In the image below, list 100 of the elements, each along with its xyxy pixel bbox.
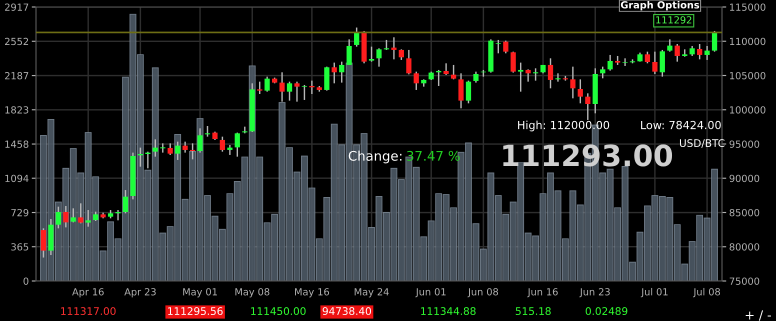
x-tick-label: Apr 16 [72,288,104,298]
candlestick [324,66,330,92]
y-tick-label: 0 [24,277,28,285]
candlestick [652,50,658,75]
y-tick-label: 2917 [5,3,28,11]
text: 111317.00 [61,307,116,316]
candlestick [40,228,46,258]
x-tick-label: May 24 [354,288,389,298]
candlestick [667,38,672,52]
candlestick [570,66,576,100]
candlestick [690,45,695,57]
candlestick [122,189,128,214]
candlestick [548,58,554,90]
ref-line-label: 111292 [656,16,692,24]
x-tick-label: May 01 [183,288,217,298]
candlestick [138,146,143,168]
candlestick [78,202,84,224]
candlestick [398,48,404,61]
candlestick [473,70,479,84]
candlestick [286,80,292,102]
candlestick [450,64,456,80]
candlestick [279,72,285,102]
y2-tick-label: 115000 [730,3,766,11]
x-tick-label: Jul 01 [640,288,668,298]
x-tick-label: May 16 [295,288,330,298]
candlestick [152,138,158,158]
candlestick [93,210,98,222]
candlestick [406,49,412,76]
text: 111450.00 [251,307,306,316]
candlestick [168,142,173,156]
candlestick [376,48,382,68]
candlestick [585,92,590,121]
y2-tick-label: 105000 [730,72,766,80]
y2-tick-label: 110000 [730,38,766,46]
candlestick [70,208,76,224]
y2-tick-label: 85000 [730,208,760,216]
candlestick [600,66,606,80]
candlestick [56,206,61,230]
x-tick-label: Jul 08 [692,288,720,298]
y-tick-label: 729 [11,209,28,216]
candlestick [86,209,91,228]
y2-tick-label: 90000 [730,174,760,182]
annotation: Graph Options [620,1,700,10]
candlestick [339,60,344,84]
candlestick [190,142,196,160]
candlestick [644,50,650,64]
candlestick [204,125,210,138]
y2-tick-label: 95000 [730,140,760,148]
annotation: High: 112000.00 [518,120,610,132]
x-tick-label: Jun 01 [415,288,446,298]
candlestick [182,140,188,154]
candlestick [660,49,665,78]
candlestick [712,30,718,52]
candlestick [608,54,613,72]
candlestick [227,144,232,156]
candlestick [444,62,449,76]
y-tick-label: 1458 [5,140,28,148]
candlestick [436,69,442,87]
text: 111295.56 [168,307,223,316]
candlestick [414,70,419,91]
candlestick [458,72,464,110]
candlestick [332,62,337,84]
y2-tick-label: 75000 [730,277,760,285]
text: 515.18 [516,307,551,316]
candlestick [518,62,524,92]
y2-tick-label: 80000 [730,243,760,251]
annotation: USD/BTC [680,139,724,148]
candlestick [63,205,68,228]
candlestick [532,68,538,82]
candlestick [466,80,472,104]
candlestick [145,150,150,170]
candlestick [704,45,710,61]
candlestick [242,126,248,134]
candlestick [384,39,390,51]
candlestick [309,80,314,95]
y-tick-label: 1823 [5,106,28,114]
y-tick-label: 2552 [5,38,28,46]
candlestick [503,40,508,54]
y-tick-label: 1094 [5,174,29,182]
candlestick [220,136,226,152]
candlestick [346,38,352,66]
candlestick [234,132,240,158]
candlestick [175,140,180,161]
candlestick [697,43,702,60]
x-tick-label: May 08 [235,288,270,298]
candlestick [197,128,203,154]
y-tick-label: 2187 [5,72,28,80]
candlestick [391,36,397,60]
text: 94738.40 [322,307,372,316]
candlestick [578,78,583,104]
annotation: Low: 78424.00 [641,120,721,130]
y-tick-label: 365 [11,243,28,251]
text: 0.02489 [586,307,628,316]
candlestick [115,209,121,222]
x-tick-label: Jun 16 [527,288,558,298]
candlestick [510,50,516,74]
annotation: Change: [348,150,402,164]
text: + / - [746,310,771,321]
x-tick-label: Apr 23 [124,288,156,298]
text: 111344.88 [421,307,476,316]
